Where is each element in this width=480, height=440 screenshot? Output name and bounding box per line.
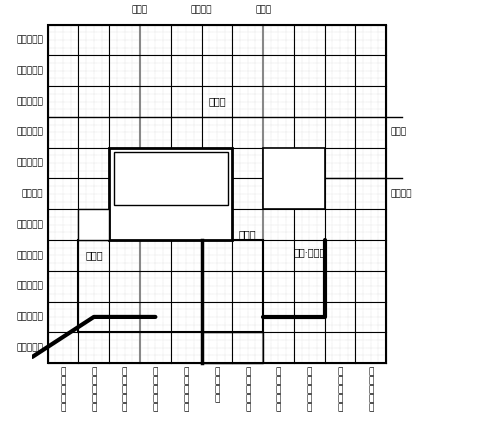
- Bar: [202, 332, 263, 363]
- Text: 東
五
坊
大
路: 東 五 坊 大 路: [368, 368, 373, 413]
- Bar: [78, 240, 263, 332]
- Text: 北五条大路: 北五条大路: [16, 36, 43, 44]
- Text: 南四条大路: 南四条大路: [16, 312, 43, 322]
- Text: 藤原宮: 藤原宮: [146, 173, 164, 183]
- Text: 南三条大路: 南三条大路: [16, 282, 43, 291]
- Text: 東
四
坊
大
路: 東 四 坊 大 路: [337, 368, 343, 413]
- Text: 北四条大路: 北四条大路: [16, 66, 43, 75]
- Text: 西
二
坊
大
路: 西 二 坊 大 路: [153, 368, 158, 413]
- Bar: [48, 25, 386, 363]
- Text: 南一条大路: 南一条大路: [16, 220, 43, 229]
- Text: 耳成山: 耳成山: [208, 96, 226, 106]
- Text: 北一条大路: 北一条大路: [16, 158, 43, 168]
- Text: 畝傍山: 畝傍山: [85, 250, 103, 260]
- Text: 南二条大路: 南二条大路: [16, 251, 43, 260]
- Text: 下つ道: 下つ道: [132, 5, 148, 14]
- Text: 東
一
坊
大
路: 東 一 坊 大 路: [245, 368, 251, 413]
- Bar: [114, 152, 228, 205]
- Text: 北三条大路: 北三条大路: [16, 97, 43, 106]
- Text: 南五条大路: 南五条大路: [16, 343, 43, 352]
- Text: 北二条大路: 北二条大路: [16, 128, 43, 137]
- Text: 東
二
坊
大
路: 東 二 坊 大 路: [276, 368, 281, 413]
- Text: 西
五
坊
大
路: 西 五 坊 大 路: [60, 368, 66, 413]
- Text: 玄武大路: 玄武大路: [191, 5, 212, 14]
- Text: 青竜大路: 青竜大路: [391, 189, 412, 198]
- Text: 朱
雀
大
路: 朱 雀 大 路: [214, 368, 220, 403]
- Text: 西
一
坊
大
路: 西 一 坊 大 路: [183, 368, 189, 413]
- Text: 阿倍·山田道: 阿倍·山田道: [293, 247, 325, 257]
- Text: 香具山: 香具山: [239, 229, 256, 239]
- Bar: [109, 148, 232, 240]
- Bar: [78, 209, 109, 240]
- Text: 中つ道: 中つ道: [255, 5, 271, 14]
- Text: 横大路: 横大路: [391, 128, 407, 137]
- Bar: [263, 148, 324, 209]
- Text: 白虎大路: 白虎大路: [22, 189, 43, 198]
- Text: 東
三
坊
大
路: 東 三 坊 大 路: [307, 368, 312, 413]
- Text: 西
四
坊
大
路: 西 四 坊 大 路: [91, 368, 96, 413]
- Text: 西
三
坊
大
路: 西 三 坊 大 路: [122, 368, 127, 413]
